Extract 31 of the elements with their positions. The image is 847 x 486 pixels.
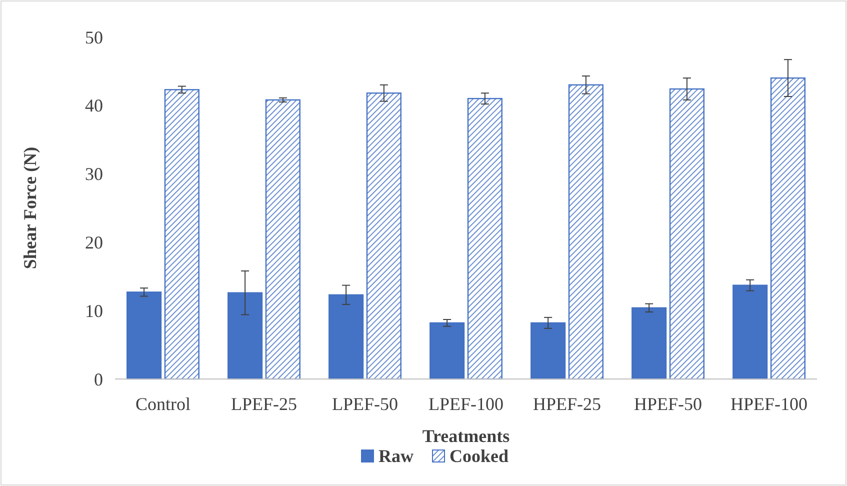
legend-label: Cooked [450, 446, 509, 466]
bar [430, 322, 465, 380]
x-tick-label: HPEF-50 [634, 394, 702, 414]
bar [632, 307, 667, 380]
x-tick-label: LPEF-25 [230, 394, 297, 414]
bar [126, 292, 162, 380]
y-tick-label: 20 [85, 232, 103, 252]
x-tick-label: LPEF-50 [332, 394, 398, 414]
bar [366, 92, 402, 380]
y-tick-label: 40 [85, 96, 103, 116]
y-tick-label: 10 [85, 300, 103, 321]
bar [467, 98, 502, 380]
bar [164, 89, 200, 380]
bar [770, 77, 806, 380]
y-tick-label: 50 [85, 27, 103, 48]
x-tick-label: LPEF-100 [428, 394, 504, 414]
y-tick-label: 30 [85, 164, 103, 184]
bar [669, 88, 704, 380]
bar [530, 322, 566, 380]
x-tick-label: Control [135, 394, 190, 414]
y-axis-title: Shear Force (N) [20, 146, 40, 270]
bar [265, 99, 300, 380]
y-tick-label: 0 [94, 369, 103, 390]
x-tick-label: HPEF-100 [730, 394, 808, 414]
bar [228, 292, 263, 380]
legend-label: Raw [378, 446, 414, 466]
x-tick-label: HPEF-25 [533, 394, 602, 414]
bar [732, 284, 768, 380]
x-axis-title: Treatments [422, 426, 510, 446]
bar [568, 84, 604, 380]
bar [328, 294, 364, 380]
